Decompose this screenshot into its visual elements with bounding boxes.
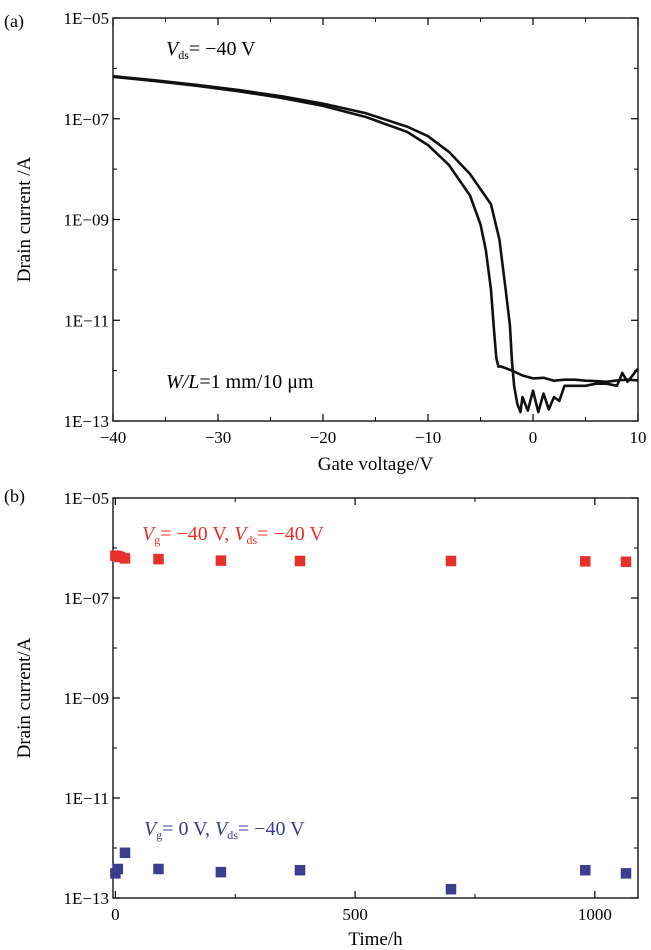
x-tick-label: 0 — [111, 905, 120, 924]
data-point — [119, 553, 131, 564]
data-point — [445, 883, 457, 895]
y-tick-label: 1E−11 — [64, 789, 109, 808]
x-tick-label: 1000 — [578, 905, 612, 924]
x-tick-label: 0 — [529, 428, 538, 447]
data-point — [294, 555, 306, 567]
x-tick-label: 500 — [342, 905, 368, 924]
panel-a: (a) 1E−05 1E−07 1E−09 1E−11 1E−13−40 −30 −20 −10… — [4, 9, 647, 475]
series-label-2: Vg= 0 V, Vds= −40 V — [144, 818, 305, 842]
data-point — [445, 555, 457, 567]
y-axis-label: Drain current/A — [14, 637, 35, 758]
series-1 — [110, 550, 632, 568]
transfer-curve-2 — [112, 74, 640, 414]
data-point — [620, 868, 632, 879]
panel-b: (b) 1E−05 1E−07 1E−09 1E−11 1E−130 500 1000 Time… — [4, 486, 639, 950]
data-point — [215, 555, 227, 566]
x-tick-label: −30 — [205, 428, 232, 447]
y-tick-label: 1E−07 — [64, 589, 110, 608]
data-point — [580, 864, 591, 876]
x-tick-label: −10 — [415, 428, 442, 447]
data-point — [215, 866, 227, 878]
transfer-curve-1 — [112, 75, 639, 384]
y-tick-label: 1E−05 — [64, 9, 109, 28]
x-axis-label: Time/h — [348, 929, 403, 950]
x-tick-label: −40 — [100, 428, 127, 447]
panel-label: (a) — [4, 11, 24, 32]
series-2 — [110, 847, 632, 895]
x-tick-label: 10 — [630, 428, 647, 447]
y-tick-label: 1E−05 — [64, 489, 109, 508]
data-point — [580, 556, 591, 567]
data-point — [119, 847, 131, 859]
y-tick-label: 1E−07 — [64, 110, 110, 129]
data-point — [153, 863, 164, 875]
panel-label: (b) — [4, 486, 25, 507]
y-tick-label: 1E−09 — [64, 689, 109, 708]
series-label-1: Vg= −40 V, Vds= −40 V — [142, 523, 324, 547]
y-tick-label: 1E−09 — [64, 211, 109, 230]
plot-frame — [112, 17, 639, 422]
y-tick-label: 1E−13 — [64, 412, 109, 431]
x-tick-label: −20 — [310, 428, 337, 447]
vds-annotation: Vds= −40 V — [166, 38, 256, 62]
data-point — [112, 863, 124, 875]
data-point — [620, 556, 632, 568]
y-tick-label: 1E−13 — [64, 889, 109, 908]
data-point — [153, 553, 164, 565]
data-point — [294, 864, 306, 876]
y-tick-label: 1E−11 — [64, 311, 109, 330]
wl-annotation: W/L=1 mm/10 μm — [166, 371, 314, 393]
y-axis-label: Drain current /A — [14, 156, 35, 282]
x-axis-label: Gate voltage/V — [318, 454, 434, 475]
